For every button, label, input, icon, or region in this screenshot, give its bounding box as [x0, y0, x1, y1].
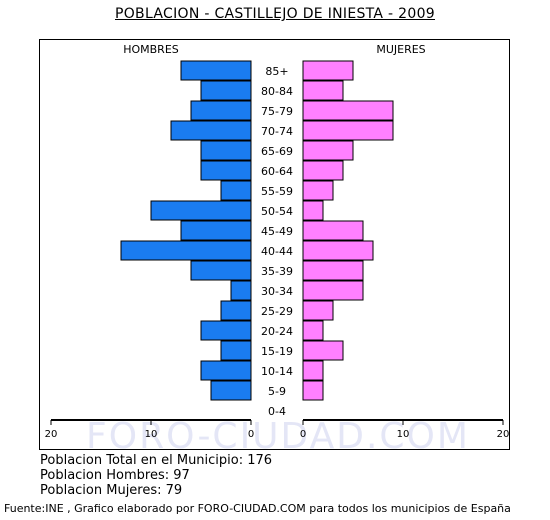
bar-women-60-64: [302, 160, 344, 181]
bar-men-60-64: [200, 160, 252, 181]
age-label-80-84: 80-84: [261, 85, 293, 98]
bar-men-45-49: [180, 220, 252, 241]
bar-women-30-34: [302, 280, 364, 301]
age-label-45-49: 45-49: [261, 225, 293, 238]
bar-men-75-79: [190, 100, 252, 121]
bar-women-50-54: [302, 200, 324, 221]
age-label-30-34: 30-34: [261, 285, 293, 298]
bar-women-35-39: [302, 260, 364, 281]
age-label-5-9: 5-9: [268, 385, 286, 398]
bar-women-5-9: [302, 380, 324, 401]
tick-label: 0: [300, 429, 306, 440]
legend-women: MUJERES: [376, 43, 425, 56]
bar-men-5-9: [210, 380, 252, 401]
women-bars: [302, 60, 394, 401]
bar-men-25-29: [220, 300, 252, 321]
bar-men-85+: [180, 60, 252, 81]
age-label-10-14: 10-14: [261, 365, 293, 378]
stat-men: Poblacion Hombres: 97: [40, 468, 190, 483]
bar-women-10-14: [302, 360, 324, 381]
bar-women-20-24: [302, 320, 324, 341]
age-label-70-74: 70-74: [261, 125, 293, 138]
bar-women-55-59: [302, 180, 334, 201]
age-label-85+: 85+: [265, 65, 288, 78]
bar-men-10-14: [200, 360, 252, 381]
tick-label: 20: [45, 429, 58, 440]
tick-label: 10: [145, 429, 158, 440]
population-pyramid-chart: FORO-CIUDAD.COM HOMBRES MUJERES 85+ 80-84…: [45, 43, 510, 451]
bar-women-15-19: [302, 340, 344, 361]
stat-women: Poblacion Mujeres: 79: [40, 483, 183, 498]
chart-title: POBLACION - CASTILLEJO DE INIESTA - 2009: [115, 6, 435, 22]
age-label-65-69: 65-69: [261, 145, 293, 158]
age-label-55-59: 55-59: [261, 185, 293, 198]
age-label-15-19: 15-19: [261, 345, 293, 358]
stat-total: Poblacion Total en el Municipio: 176: [40, 453, 273, 468]
age-label-75-79: 75-79: [261, 105, 293, 118]
age-labels: 85+ 80-84 75-79 70-74 65-69 60-64 55-59 50-54 45…: [261, 65, 293, 418]
bar-men-40-44: [120, 240, 252, 261]
bar-men-70-74: [170, 120, 252, 141]
source-footer: Fuente:INE , Grafico elaborado por FORO-…: [4, 502, 511, 515]
bar-women-45-49: [302, 220, 364, 241]
bar-women-75-79: [302, 100, 394, 121]
age-label-35-39: 35-39: [261, 265, 293, 278]
age-label-40-44: 40-44: [261, 245, 293, 258]
bar-women-40-44: [302, 240, 374, 261]
tick-label: 20: [497, 429, 510, 440]
age-label-50-54: 50-54: [261, 205, 293, 218]
tick-label: 10: [397, 429, 410, 440]
men-bars: [120, 60, 252, 401]
age-label-60-64: 60-64: [261, 165, 293, 178]
bar-men-80-84: [200, 80, 252, 101]
age-label-25-29: 25-29: [261, 305, 293, 318]
bar-women-70-74: [302, 120, 394, 141]
tick-label: 0: [248, 429, 254, 440]
bar-men-30-34: [230, 280, 252, 301]
bar-men-20-24: [200, 320, 252, 341]
axis-ticks: 20 10 0 0 10 20: [45, 420, 510, 440]
population-stats: Poblacion Total en el Municipio: 176 Pob…: [40, 453, 272, 498]
watermark: FORO-CIUDAD.COM: [86, 416, 470, 451]
age-label-20-24: 20-24: [261, 325, 293, 338]
legend-men: HOMBRES: [123, 43, 179, 56]
bar-women-80-84: [302, 80, 344, 101]
bar-men-50-54: [150, 200, 252, 221]
bar-women-25-29: [302, 300, 334, 321]
age-label-0-4: 0-4: [268, 405, 286, 418]
bar-men-55-59: [220, 180, 252, 201]
bar-women-65-69: [302, 140, 354, 161]
bar-men-35-39: [190, 260, 252, 281]
bar-men-65-69: [200, 140, 252, 161]
bar-women-85+: [302, 60, 354, 81]
chart-panel: FORO-CIUDAD.COM HOMBRES MUJERES 85+ 80-84…: [39, 39, 510, 451]
bar-men-15-19: [220, 340, 252, 361]
